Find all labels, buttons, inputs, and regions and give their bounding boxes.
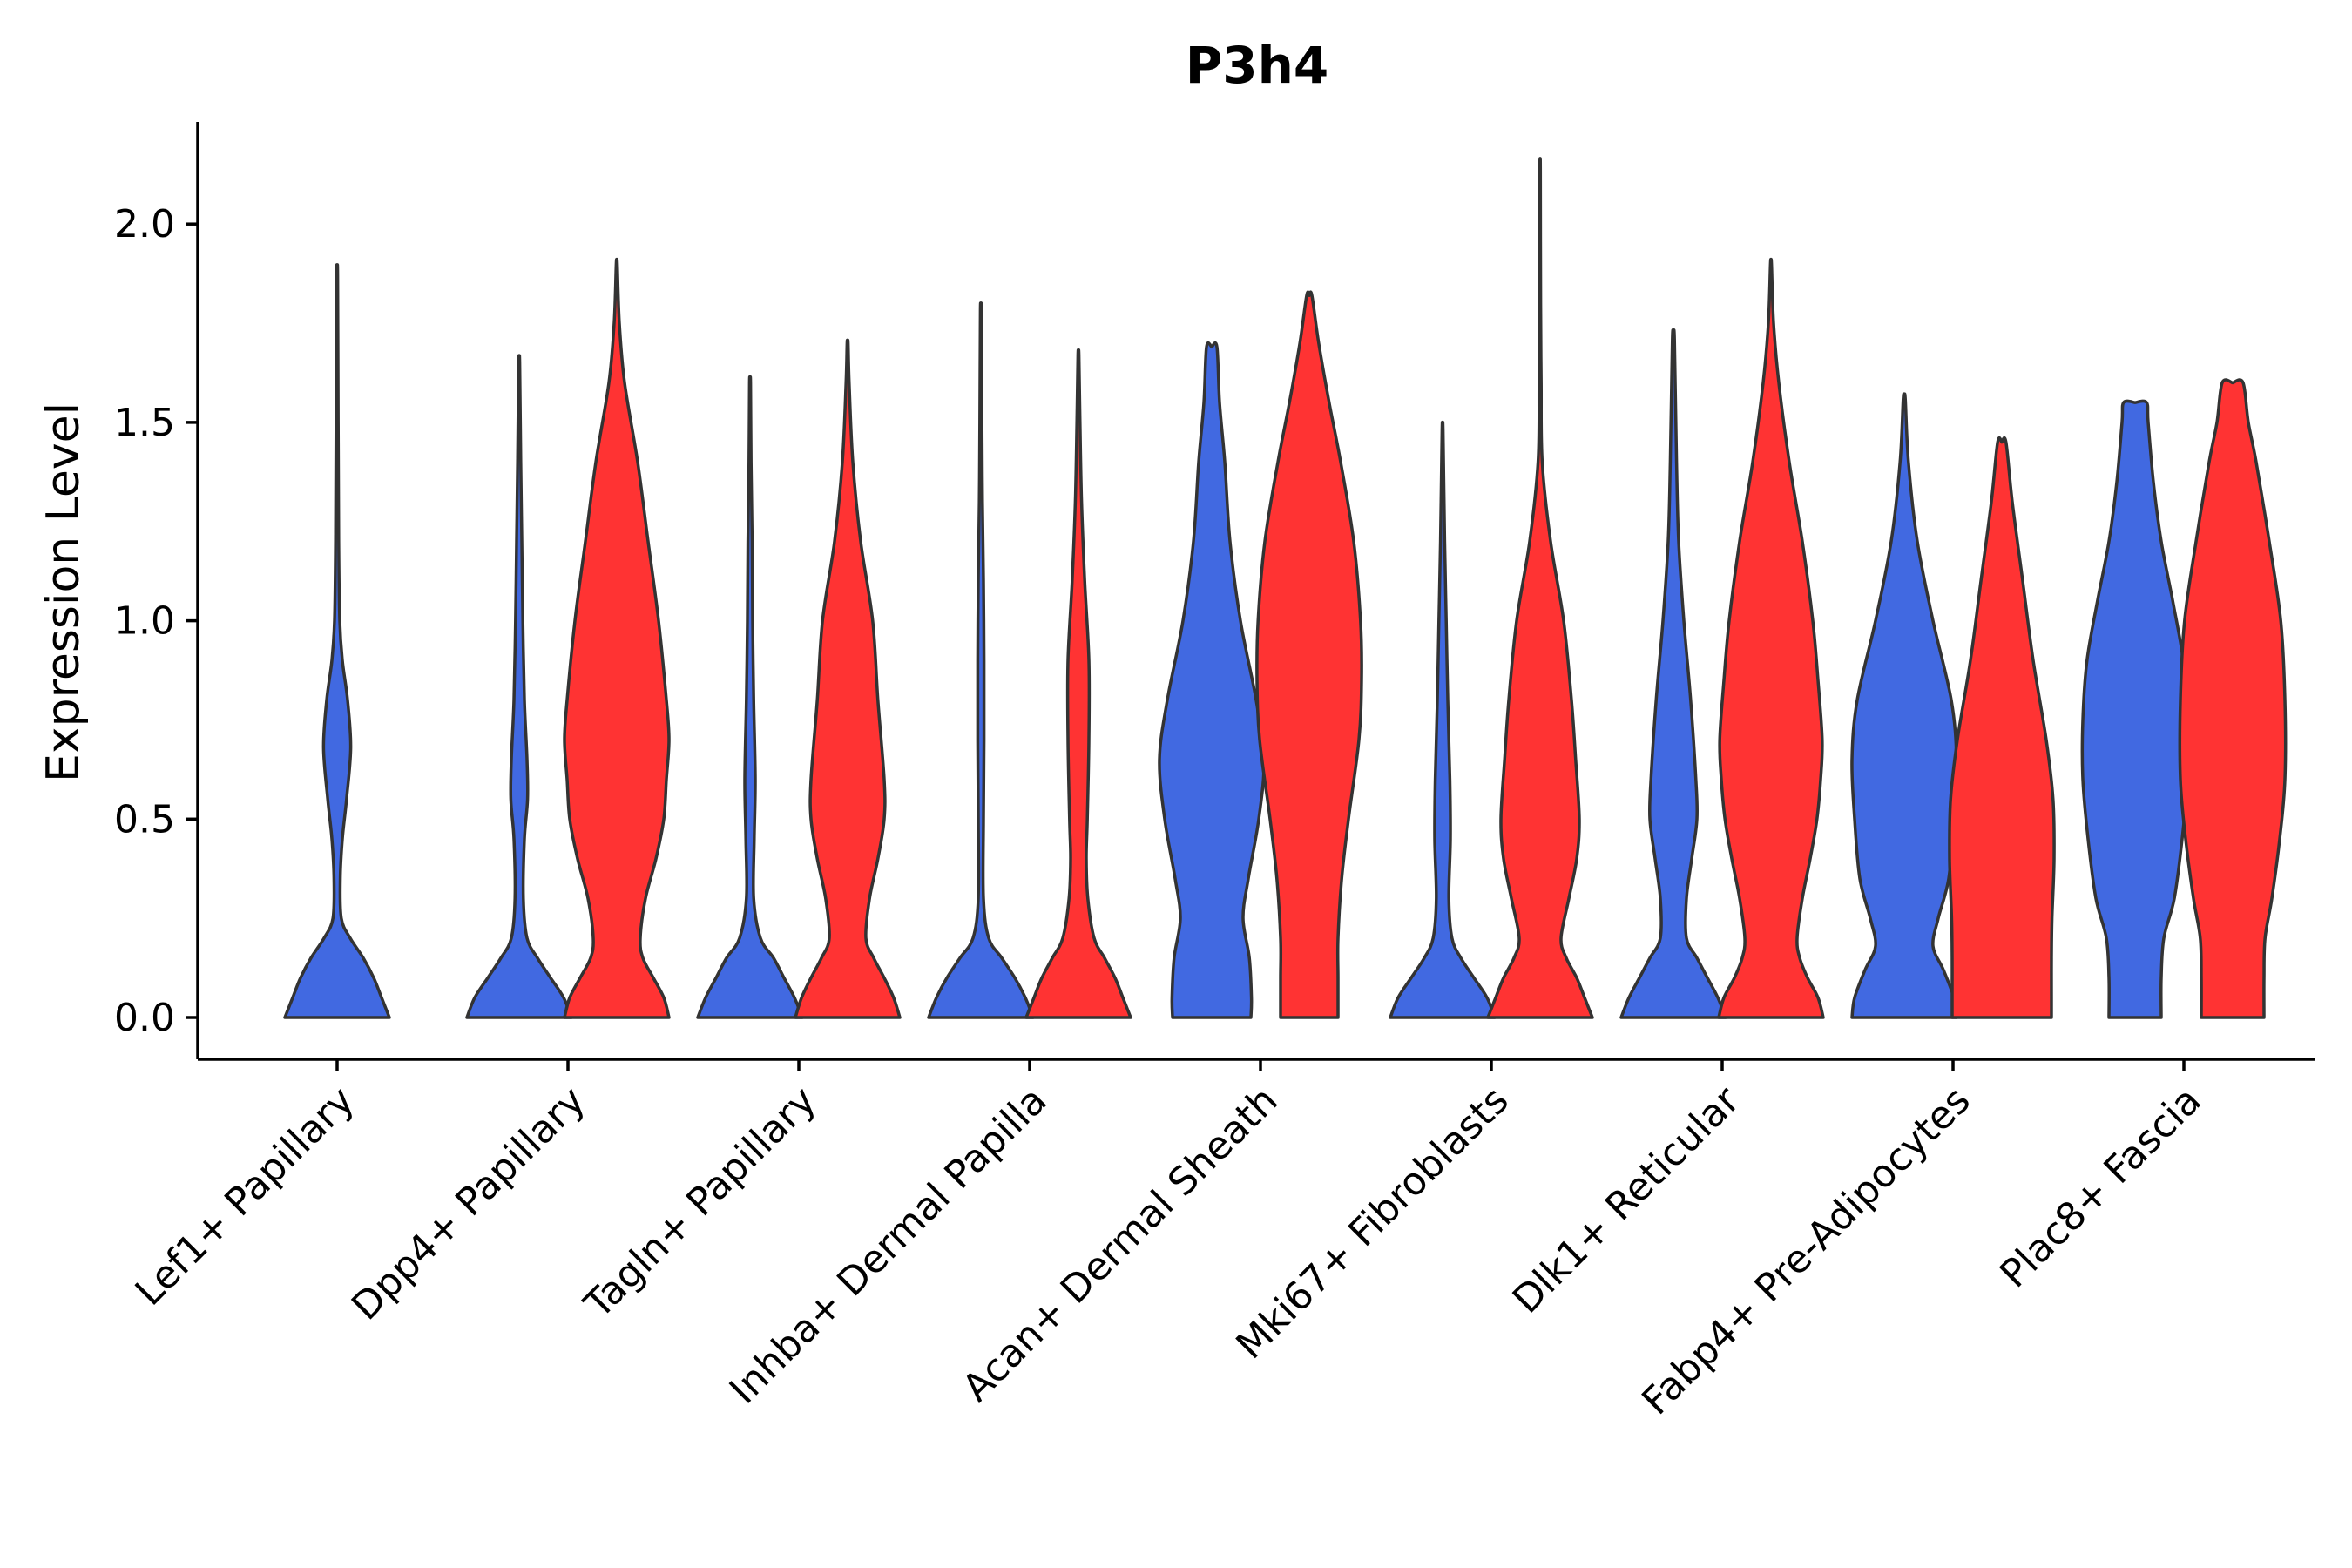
- x-tick-label: Lef1+ Papillary: [127, 1078, 363, 1315]
- y-tick-label: 0.5: [114, 797, 175, 841]
- violin-1-acan-dermal-sheath: [1158, 341, 1266, 1019]
- violin-1-fabp4-pre-adipocytes: [1850, 392, 1958, 1019]
- violin-2-mki67-fibroblasts: [1486, 157, 1594, 1019]
- violin-1-inhba-dermal-papilla: [927, 301, 1035, 1019]
- violin-1-mki67-fibroblasts: [1389, 420, 1497, 1019]
- violin-1-dpp4-papillary: [465, 354, 573, 1019]
- violin-2-dpp4-papillary: [563, 257, 671, 1019]
- chart-title: P3h4: [1186, 36, 1329, 95]
- violin-2-inhba-dermal-papilla: [1024, 348, 1132, 1019]
- y-tick-label: 1.0: [114, 599, 175, 644]
- violin-1-tagln-papillary: [696, 375, 804, 1019]
- y-tick-label: 1.5: [114, 401, 175, 445]
- violin-2-acan-dermal-sheath: [1255, 290, 1363, 1019]
- violin-1-plac8-fascia: [2080, 399, 2190, 1019]
- violin-1-lef1-papillary: [283, 263, 391, 1019]
- violin-2-tagln-papillary: [794, 338, 902, 1019]
- violin-2-fabp4-pre-adipocytes: [1948, 436, 2056, 1019]
- y-axis-ticks: 0.0 0.5 1.0 1.5 2.0: [114, 202, 198, 1040]
- y-axis-label: Expression Level: [37, 402, 90, 782]
- x-tick-label: Plac8+ Fascia: [1991, 1078, 2210, 1297]
- y-tick-label: 2.0: [114, 202, 175, 247]
- x-tick-label: Dpp4+ Papillary: [343, 1078, 594, 1329]
- violin-2-plac8-fascia: [2178, 378, 2288, 1019]
- violin-1-dlk1-reticular: [1619, 328, 1727, 1019]
- violins-layer: [283, 157, 2288, 1019]
- y-tick-label: 0.0: [114, 996, 175, 1040]
- violin-2-dlk1-reticular: [1717, 257, 1825, 1019]
- x-tick-label: Tagln+ Papillary: [576, 1078, 825, 1328]
- x-tick-label: Dlk1+ Reticular: [1504, 1078, 1749, 1322]
